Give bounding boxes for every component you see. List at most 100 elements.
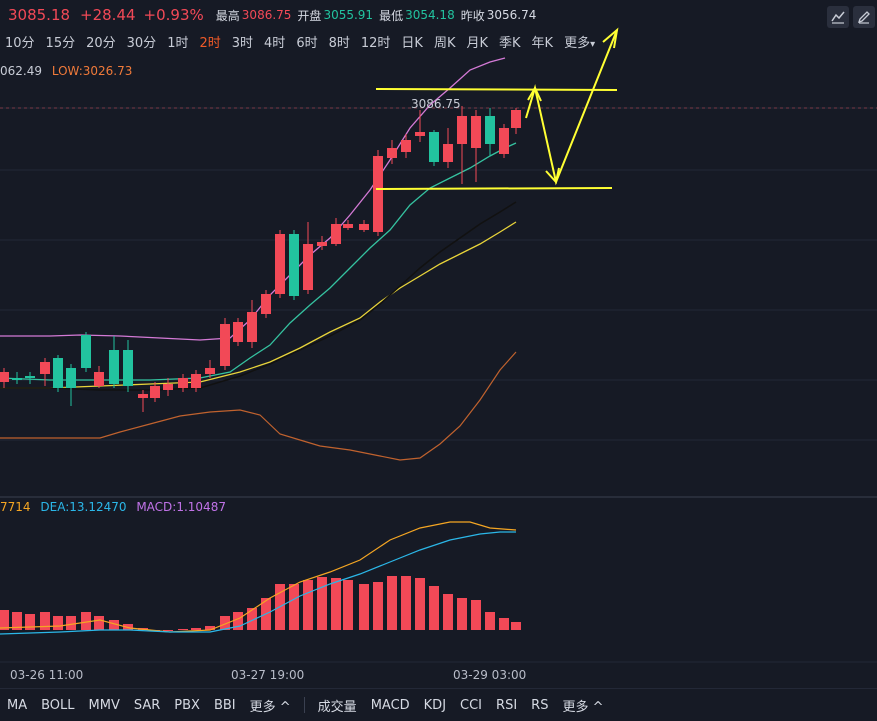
macd-bar (25, 614, 35, 630)
macd-dif: 7714 (0, 500, 31, 514)
chevron-up-icon: ^ (275, 699, 291, 715)
timeframe-tab[interactable]: 10分 (5, 35, 35, 51)
macd-bar (40, 612, 50, 630)
open-label: 开盘 (297, 8, 322, 23)
ma-legend: 062.49 LOW:3026.73 (0, 64, 132, 78)
candle-body (81, 335, 91, 368)
candle-body (471, 116, 481, 148)
macd-bar (289, 584, 299, 630)
macd-bar (0, 610, 9, 630)
indicator-item[interactable]: 更多 ^ (562, 699, 604, 715)
boll-lower-line (0, 351, 517, 461)
date-label: 03-27 19:00 (231, 668, 305, 682)
macd-bar (373, 582, 383, 630)
indicator-item[interactable]: MACD (370, 697, 410, 713)
low-value: 3054.18 (405, 8, 455, 22)
macd-bar (178, 629, 188, 630)
timeframe-bar: 10分 15分 20分 30分 1时 2时 3时 4时 6时 8时 12时 日K 周K 月K 季K 年K 更多▾ (0, 30, 601, 52)
timeframe-tab[interactable]: 3时 (231, 35, 254, 51)
candle-body (331, 224, 341, 244)
indicator-item[interactable]: SAR (133, 697, 161, 713)
indicator-item[interactable]: BBI (213, 697, 236, 713)
indicator-item[interactable]: RSI (496, 697, 518, 713)
candle-body (373, 156, 383, 232)
timeframe-tab[interactable]: 2时 (199, 35, 221, 51)
candle-body (191, 374, 201, 388)
timeframe-tab[interactable]: 周K (433, 35, 456, 51)
macd-bar (66, 616, 76, 630)
indicator-bar: MA BOLL MMV SAR PBX BBI 更多 ^ 成交量 MACD KDJ CCI RSI RS… (0, 688, 877, 721)
timeframe-tab[interactable]: 6时 (296, 35, 318, 51)
macd-legend: 7714 DEA:13.12470 MACD:1.10487 (0, 500, 226, 514)
pencil-icon[interactable] (853, 6, 875, 28)
macd-bar (415, 578, 425, 630)
macd-value: MACD:1.10487 (136, 500, 226, 514)
candle-body (12, 378, 22, 380)
hl-left-value: 062.49 (0, 64, 42, 78)
timeframe-tab[interactable]: 日K (401, 35, 423, 51)
macd-bar (109, 620, 119, 630)
resistance-line (375, 88, 618, 91)
candle-body (40, 362, 50, 374)
macd-bar (94, 616, 104, 630)
indicator-item[interactable]: MA (7, 697, 28, 713)
divider (303, 697, 305, 713)
date-label: 03-29 03:00 (453, 668, 527, 682)
macd-bar (511, 622, 521, 630)
high-value: 3086.75 (241, 8, 292, 22)
timeframe-tab[interactable]: 12时 (360, 35, 391, 51)
indicator-item[interactable]: BOLL (41, 697, 75, 713)
macd-bar (343, 580, 353, 630)
candle-body (511, 110, 521, 128)
candle-body (415, 132, 425, 136)
candle-body (150, 386, 160, 398)
candle-body (457, 116, 467, 144)
candlestick-chart[interactable] (0, 0, 877, 688)
ma-line (0, 201, 517, 391)
candle-body (359, 224, 369, 230)
chevron-up-icon: ^ (588, 699, 604, 715)
timeframe-tab[interactable]: 月K (466, 35, 489, 51)
indicator-item[interactable]: 更多 ^ (249, 699, 291, 715)
date-label: 03-26 11:00 (10, 668, 84, 682)
timeframe-tab[interactable]: 年K (531, 35, 554, 51)
chevron-down-icon: ▾ (590, 38, 596, 50)
indicator-item[interactable]: RS (531, 697, 549, 713)
candle-body (485, 116, 495, 144)
macd-bar (317, 577, 327, 630)
timeframe-tab[interactable]: 20分 (86, 35, 116, 51)
arrow-head (545, 167, 560, 185)
indicator-item[interactable]: CCI (460, 697, 483, 713)
timeframe-tab[interactable]: 30分 (126, 35, 157, 51)
candle-body (401, 140, 411, 152)
macd-bar (205, 626, 215, 630)
macd-bar (485, 612, 495, 630)
candle-body (138, 394, 148, 398)
support-line (375, 187, 613, 190)
arrow-head (602, 27, 619, 49)
line-tool-icon[interactable] (827, 6, 849, 28)
projection-arrow-path (525, 29, 618, 186)
prev-close-label: 昨收 (460, 8, 485, 23)
high-price-marker: 3086.75 (411, 97, 461, 111)
timeframe-tab[interactable]: 4时 (264, 35, 286, 51)
candle-body (499, 128, 509, 154)
macd-bar (387, 576, 397, 630)
macd-dea: DEA:13.12470 (40, 500, 127, 514)
indicator-item[interactable]: MMV (88, 697, 120, 713)
candle-body (387, 148, 397, 158)
macd-bar (247, 608, 257, 630)
timeframe-tab[interactable]: 季K (499, 35, 521, 51)
indicator-item[interactable]: KDJ (423, 697, 447, 713)
candle-body (261, 294, 271, 314)
arrow-head (527, 85, 542, 102)
candle-body (429, 132, 439, 162)
timeframe-tab[interactable]: 15分 (45, 35, 76, 51)
timeframe-tab[interactable]: 1时 (167, 35, 189, 51)
timeframe-tab[interactable]: 8时 (328, 35, 350, 51)
macd-bar (12, 612, 22, 630)
indicator-item[interactable]: PBX (174, 697, 200, 713)
candle-body (233, 322, 243, 342)
timeframe-tab[interactable]: 更多▾ (564, 35, 596, 51)
indicator-item[interactable]: 成交量 (317, 699, 357, 715)
